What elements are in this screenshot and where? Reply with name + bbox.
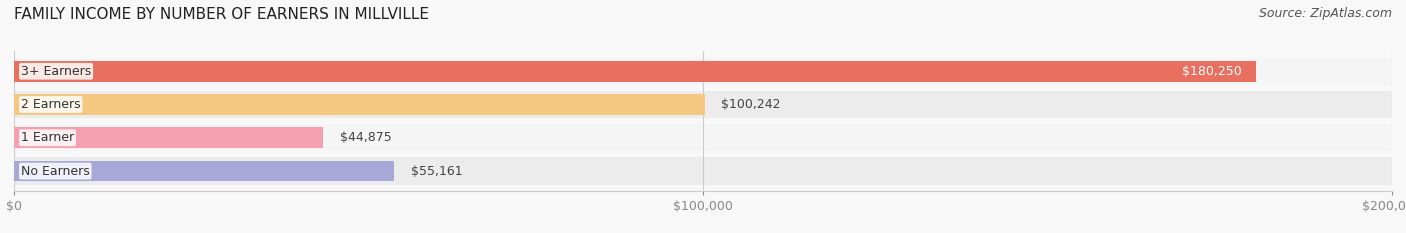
Text: FAMILY INCOME BY NUMBER OF EARNERS IN MILLVILLE: FAMILY INCOME BY NUMBER OF EARNERS IN MI… bbox=[14, 7, 429, 22]
Text: No Earners: No Earners bbox=[21, 164, 90, 178]
Text: $44,875: $44,875 bbox=[340, 131, 391, 144]
Bar bbox=[14, 94, 704, 115]
Text: 1 Earner: 1 Earner bbox=[21, 131, 75, 144]
Bar bbox=[14, 61, 1256, 82]
Bar bbox=[14, 124, 1392, 151]
Text: $100,242: $100,242 bbox=[721, 98, 780, 111]
Bar bbox=[14, 58, 1392, 85]
Text: Source: ZipAtlas.com: Source: ZipAtlas.com bbox=[1258, 7, 1392, 20]
Text: 2 Earners: 2 Earners bbox=[21, 98, 80, 111]
Bar bbox=[14, 91, 1392, 118]
Bar bbox=[14, 161, 394, 182]
Bar bbox=[14, 158, 1392, 185]
Bar bbox=[14, 127, 323, 148]
Text: $180,250: $180,250 bbox=[1182, 65, 1241, 78]
Text: $55,161: $55,161 bbox=[411, 164, 463, 178]
Text: 3+ Earners: 3+ Earners bbox=[21, 65, 91, 78]
